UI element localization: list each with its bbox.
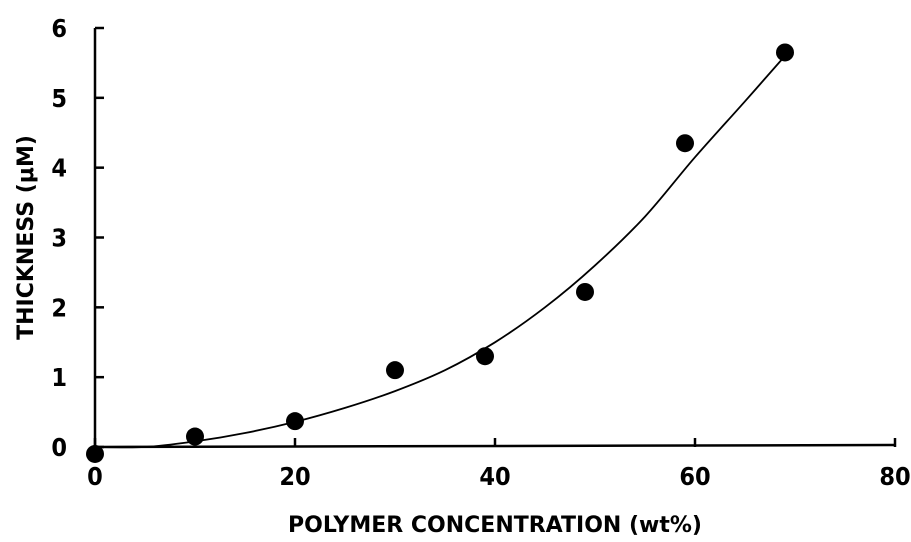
x-ticks: 0 20 40 60 80 [87, 438, 911, 491]
x-tick-label: 0 [87, 462, 103, 491]
data-point [86, 444, 104, 463]
axes [93, 28, 896, 449]
y-tick-label: 3 [51, 224, 67, 253]
x-tick-label: 20 [279, 462, 310, 491]
data-point [386, 361, 404, 380]
data-points [86, 43, 794, 463]
y-tick-label: 0 [51, 433, 67, 462]
y-tick-label: 6 [51, 14, 67, 43]
data-point [286, 412, 304, 431]
fit-curve [94, 55, 786, 449]
y-axis-title: THICKNESS (μM) [14, 135, 39, 340]
y-tick-label: 5 [51, 84, 67, 113]
x-axis-title: POLYMER CONCENTRATION (wt%) [288, 513, 702, 538]
y-tick-label: 1 [51, 363, 67, 392]
data-point [576, 282, 594, 301]
y-tick-label: 4 [51, 154, 67, 183]
y-ticks: 0 1 2 3 4 5 6 [51, 14, 104, 462]
data-point [476, 347, 494, 366]
data-point [676, 134, 694, 153]
data-point [186, 427, 204, 446]
x-tick-label: 80 [879, 462, 910, 491]
x-tick-label: 40 [479, 462, 510, 491]
y-tick-label: 2 [51, 293, 67, 322]
data-point [776, 43, 794, 62]
x-tick-label: 60 [679, 462, 710, 491]
